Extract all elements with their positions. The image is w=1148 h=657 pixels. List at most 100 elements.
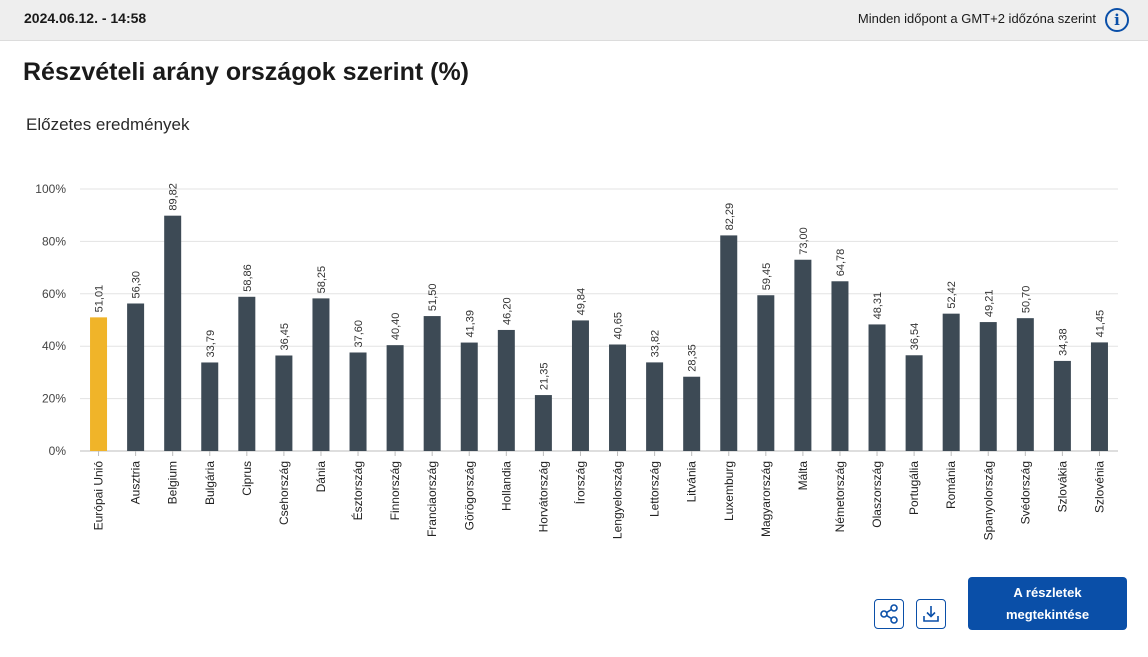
x-tick-label: Lettország: [648, 461, 662, 517]
x-tick-label: Észtország: [350, 461, 365, 520]
y-tick-label: 60%: [42, 287, 66, 301]
x-tick-label: Bulgária: [203, 461, 217, 505]
x-tick-label: Írország: [572, 461, 587, 504]
bar: [90, 317, 108, 451]
data-label: 64,78: [835, 249, 847, 277]
info-icon[interactable]: i: [1105, 8, 1129, 32]
data-label: 40,65: [613, 312, 625, 340]
y-tick-label: 20%: [42, 392, 66, 406]
data-label: 37,60: [353, 320, 365, 348]
bar: [127, 303, 145, 451]
timezone-note: Minden időpont a GMT+2 időzóna szerint: [857, 11, 1096, 26]
data-label: 36,45: [279, 323, 291, 351]
bar: [386, 345, 404, 451]
x-tick-label: Európai Unió: [92, 461, 106, 531]
data-label: 36,54: [909, 323, 921, 351]
bar: [1090, 342, 1108, 451]
data-label: 51,01: [94, 285, 106, 313]
bar: [349, 352, 367, 451]
share-button[interactable]: [874, 599, 904, 629]
download-button[interactable]: [916, 599, 946, 629]
x-tick-label: Belgium: [166, 461, 180, 504]
x-tick-label: Portugália: [907, 461, 921, 515]
data-label: 41,45: [1094, 310, 1106, 338]
data-label: 21,35: [538, 363, 550, 391]
bar: [757, 295, 775, 451]
bar: [164, 215, 182, 451]
bar: [460, 342, 478, 451]
data-label: 73,00: [798, 227, 810, 255]
chart-title: Részvételi arány országok szerint (%): [23, 58, 469, 86]
x-tick-label: Románia: [944, 461, 958, 509]
data-label: 49,84: [575, 288, 587, 316]
bar: [238, 296, 256, 451]
top-bar: 2024.06.12. - 14:58 Minden időpont a GMT…: [0, 0, 1148, 41]
bar: [683, 376, 701, 451]
bar: [423, 316, 441, 451]
data-label: 46,20: [501, 297, 513, 325]
bar: [979, 322, 997, 451]
bar: [275, 355, 293, 451]
data-label: 58,86: [242, 264, 254, 292]
chart-subtitle: Előzetes eredmények: [26, 115, 190, 134]
x-tick-label: Franciaország: [425, 461, 439, 537]
x-tick-label: Spanyolország: [981, 461, 995, 540]
bar: [312, 298, 330, 451]
data-label: 33,82: [650, 330, 662, 358]
download-icon: [923, 606, 939, 622]
data-label: 41,39: [464, 310, 476, 338]
x-tick-label: Németország: [833, 461, 847, 532]
x-tick-label: Dánia: [314, 461, 328, 493]
data-label: 56,30: [131, 271, 143, 299]
x-tick-label: Szlovákia: [1055, 461, 1069, 513]
data-label: 59,45: [761, 263, 773, 291]
bar: [905, 355, 923, 451]
x-tick-label: Luxemburg: [722, 461, 736, 521]
x-tick-label: Ciprus: [240, 461, 254, 496]
data-label: 51,50: [427, 284, 439, 312]
data-label: 89,82: [168, 183, 180, 211]
data-label: 28,35: [687, 344, 699, 372]
x-tick-label: Hollandia: [499, 461, 513, 511]
view-details-button[interactable]: A részletek megtekintése: [968, 577, 1127, 630]
x-tick-label: Szlovénia: [1092, 461, 1106, 513]
data-label: 50,70: [1020, 286, 1032, 314]
x-tick-label: Lengyelország: [611, 461, 625, 539]
bar: [534, 395, 552, 451]
x-tick-label: Horvátország: [536, 461, 550, 532]
data-label: 33,79: [205, 330, 217, 358]
x-tick-label: Málta: [796, 461, 810, 491]
x-tick-label: Olaszország: [870, 461, 884, 528]
bar: [646, 362, 664, 451]
x-tick-label: Ausztria: [129, 461, 143, 505]
y-tick-label: 0%: [49, 444, 67, 458]
view-details-label-line1: A részletek: [1013, 584, 1082, 600]
data-label: 52,42: [946, 281, 958, 309]
datetime: 2024.06.12. - 14:58: [24, 10, 147, 26]
bar: [571, 320, 589, 451]
x-tick-label: Magyarország: [759, 461, 773, 537]
bar: [942, 313, 960, 451]
x-tick-label: Görögország: [462, 461, 476, 530]
bar-chart: 0% 20% 40% 60% 80% 100% 51,01 Európai Unió 56,30…: [35, 182, 1118, 540]
bar: [868, 324, 886, 451]
bar: [609, 344, 627, 451]
y-tick-label: 40%: [42, 339, 66, 353]
bar: [1016, 318, 1034, 451]
data-label: 40,40: [390, 313, 402, 341]
data-label: 82,29: [724, 203, 736, 231]
bar: [720, 235, 738, 451]
y-tick-label: 80%: [42, 234, 66, 248]
bar: [497, 329, 515, 451]
share-icon: [880, 604, 898, 624]
x-tick-label: Finnország: [388, 461, 402, 520]
bar: [831, 281, 849, 451]
bar: [201, 362, 219, 451]
view-details-label-line2: megtekintése: [1005, 606, 1090, 622]
x-tick-label: Svédország: [1018, 461, 1032, 524]
data-label: 49,21: [983, 290, 995, 318]
bar: [794, 259, 812, 451]
data-label: 34,38: [1057, 328, 1069, 356]
data-label: 58,25: [316, 266, 328, 294]
x-tick-label: Csehország: [277, 461, 291, 525]
